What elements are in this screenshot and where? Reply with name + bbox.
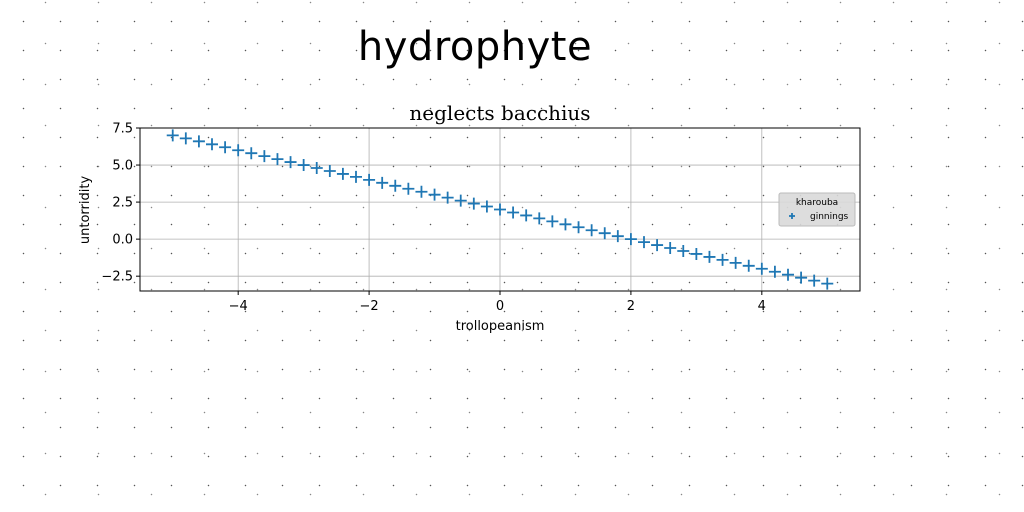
data-point [716,253,729,266]
x-tick-label: 0 [496,299,504,314]
legend: kharouba ginnings [778,192,856,227]
x-tick-label: −2 [360,299,379,314]
data-point [651,239,664,252]
data-point [192,135,205,148]
data-point [271,153,284,166]
data-point [768,265,781,278]
y-tick-label: −2.5 [101,270,133,285]
ticks: −4 −2 0 2 4 −2.5 0.0 2.5 5.0 7.5 [101,122,766,315]
data-point [572,221,585,234]
data-point [441,191,454,204]
x-tick-label: −4 [229,299,248,314]
legend-box [778,192,856,227]
data-point [729,256,742,269]
data-point [297,159,310,172]
data-point [428,188,441,201]
data-point [611,230,624,243]
data-point [323,164,336,177]
data-point [258,150,271,163]
data-point [232,144,245,157]
data-point [624,233,637,246]
data-point [284,156,297,169]
data-point [389,179,402,192]
data-point [559,218,572,231]
data-points [166,129,834,290]
data-point [782,268,794,281]
data-point [467,197,480,210]
legend-title: kharouba [796,198,838,208]
legend-plus-icon [789,213,795,219]
data-point [480,200,493,213]
figure-suptitle: hydrophyte [357,24,593,70]
data-point [415,185,428,198]
data-point [245,147,258,160]
data-point [166,129,179,142]
data-point [494,203,506,216]
data-point [821,277,834,290]
data-point [677,244,690,257]
y-axis-label: untorridity [78,176,93,245]
data-point [742,259,755,272]
data-point [507,206,520,219]
data-point [376,176,389,189]
data-point [350,170,362,183]
data-point [179,132,192,145]
chart-title: neglects bacchius [409,101,590,125]
data-point [795,271,808,284]
data-point [454,194,467,207]
data-point [546,215,559,228]
data-point [755,262,768,275]
data-point [206,138,218,151]
data-point [336,167,349,180]
data-point [533,212,546,225]
data-point [520,209,533,222]
legend-marker-icon [789,213,795,219]
data-point [638,236,650,249]
y-tick-label: 2.5 [112,196,133,211]
data-point [808,274,821,287]
data-point [664,242,677,255]
x-tick-label: 2 [627,299,635,314]
data-point [690,247,703,260]
data-point [402,182,415,195]
y-tick-label: 7.5 [112,122,133,137]
data-point [219,141,232,154]
data-point [585,224,598,237]
y-tick-label: 0.0 [112,233,133,248]
y-tick-label: 5.0 [112,159,133,174]
data-point [363,173,376,186]
data-point [310,162,323,175]
data-point [598,227,611,240]
x-tick-label: 4 [758,299,766,314]
legend-entry-label: ginnings [810,212,849,222]
x-axis-label: trollopeanism [456,319,545,334]
data-point [703,250,716,263]
